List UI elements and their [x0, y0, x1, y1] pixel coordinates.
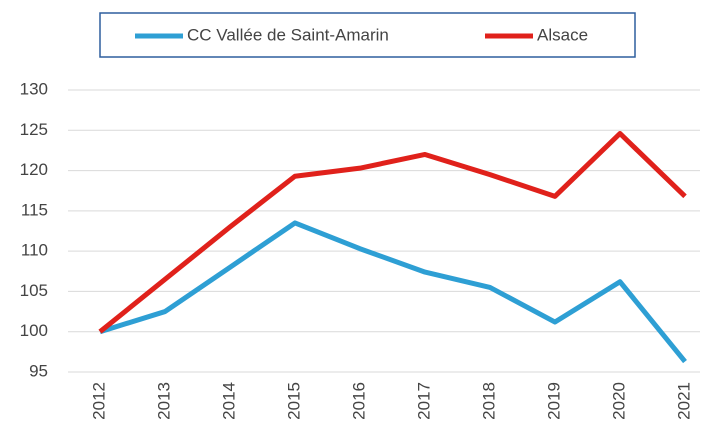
legend-box: [99, 12, 636, 58]
y-tick-label: 130: [20, 79, 48, 98]
y-tick-label: 100: [20, 321, 48, 340]
x-tick-label: 2014: [219, 382, 238, 420]
x-tick-label: 2018: [479, 382, 498, 420]
y-tick-label: 115: [21, 200, 48, 219]
x-tick-label: 2013: [154, 382, 173, 420]
y-tick-label: 105: [20, 281, 48, 300]
x-tick-label: 2015: [284, 382, 303, 420]
legend-label: CC Vallée de Saint-Amarin: [187, 25, 389, 44]
y-tick-label: 120: [20, 160, 48, 179]
x-tick-label: 2020: [609, 382, 628, 420]
series-line: [99, 220, 687, 364]
x-tick-label: 2012: [89, 382, 108, 420]
y-tick-label: 125: [20, 120, 48, 139]
x-tick-label: 2021: [674, 382, 693, 420]
series-line: [98, 131, 687, 334]
y-tick-label: 95: [29, 361, 48, 380]
x-tick-label: 2017: [414, 382, 433, 420]
x-tick-label: 2019: [544, 382, 563, 420]
legend-label: Alsace: [537, 25, 588, 44]
y-tick-label: 110: [21, 241, 48, 260]
x-tick-label: 2016: [349, 382, 368, 420]
